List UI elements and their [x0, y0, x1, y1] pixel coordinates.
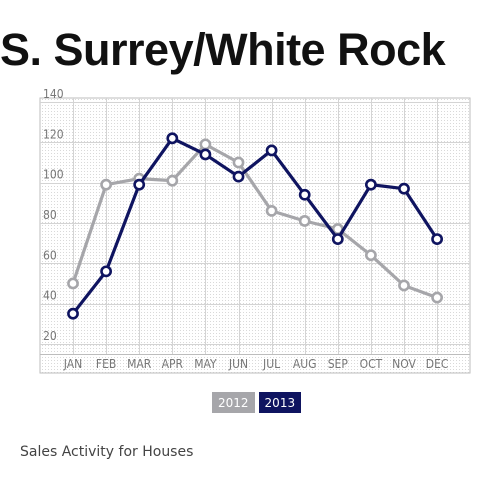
data-point-2013-jun: [232, 170, 245, 183]
x-tick-label-apr: APR: [162, 357, 184, 371]
data-point-2012-jan: [67, 277, 79, 290]
data-point-2012-apr: [166, 174, 179, 187]
data-point-2012-may: [199, 138, 212, 151]
data-point-2012-jul: [265, 204, 278, 217]
data-point-2013-may: [199, 148, 212, 161]
data-point-2013-aug: [298, 188, 311, 201]
x-tick-label-jan: JAN: [63, 357, 82, 371]
chart-caption: Sales Activity for Houses: [20, 444, 194, 460]
data-point-2013-feb: [100, 265, 112, 278]
x-tick-label-nov: NOV: [392, 357, 416, 371]
x-tick-label-dec: DEC: [426, 357, 449, 371]
data-point-2013-jul: [265, 144, 278, 157]
y-tick-label-80: 80: [43, 208, 57, 222]
data-point-2013-oct: [364, 178, 377, 191]
y-tick-label-120: 120: [43, 127, 64, 141]
x-tick-label-sep: SEP: [328, 357, 349, 371]
y-tick-label-60: 60: [43, 248, 57, 262]
x-tick-label-jun: JUN: [228, 357, 248, 371]
y-tick-label-140: 140: [43, 87, 64, 101]
legend-item-2012[interactable]: 2012: [212, 392, 255, 413]
data-point-2012-feb: [100, 178, 112, 191]
x-tick-label-aug: AUG: [293, 357, 317, 371]
data-point-2013-dec: [431, 233, 443, 246]
y-tick-label-100: 100: [43, 168, 64, 182]
data-point-2013-sep: [331, 233, 344, 246]
data-point-2012-jun: [232, 156, 245, 169]
y-tick-label-40: 40: [43, 289, 57, 303]
data-point-2013-mar: [133, 178, 146, 191]
plot-frame: [39, 97, 471, 374]
y-tick-label-20: 20: [43, 329, 57, 343]
x-tick-label-jul: JUL: [262, 357, 280, 371]
data-point-2012-aug: [298, 215, 311, 227]
x-tick-label-feb: FEB: [96, 357, 116, 371]
x-tick-label-mar: MAR: [127, 357, 152, 371]
data-point-2013-apr: [166, 132, 179, 145]
data-point-2012-oct: [364, 249, 377, 262]
x-tick-label-may: MAY: [194, 357, 217, 371]
chart-legend: 2012 2013: [212, 392, 302, 413]
plot-background: [40, 98, 470, 373]
x-tick-label-oct: OCT: [360, 357, 383, 371]
page-title: S. Surrey/White Rock: [0, 24, 446, 75]
data-point-2013-nov: [398, 182, 410, 195]
data-point-2012-dec: [431, 291, 443, 304]
data-point-2012-nov: [398, 279, 410, 292]
data-point-2013-jan: [67, 307, 79, 320]
legend-item-2013[interactable]: 2013: [258, 392, 302, 413]
